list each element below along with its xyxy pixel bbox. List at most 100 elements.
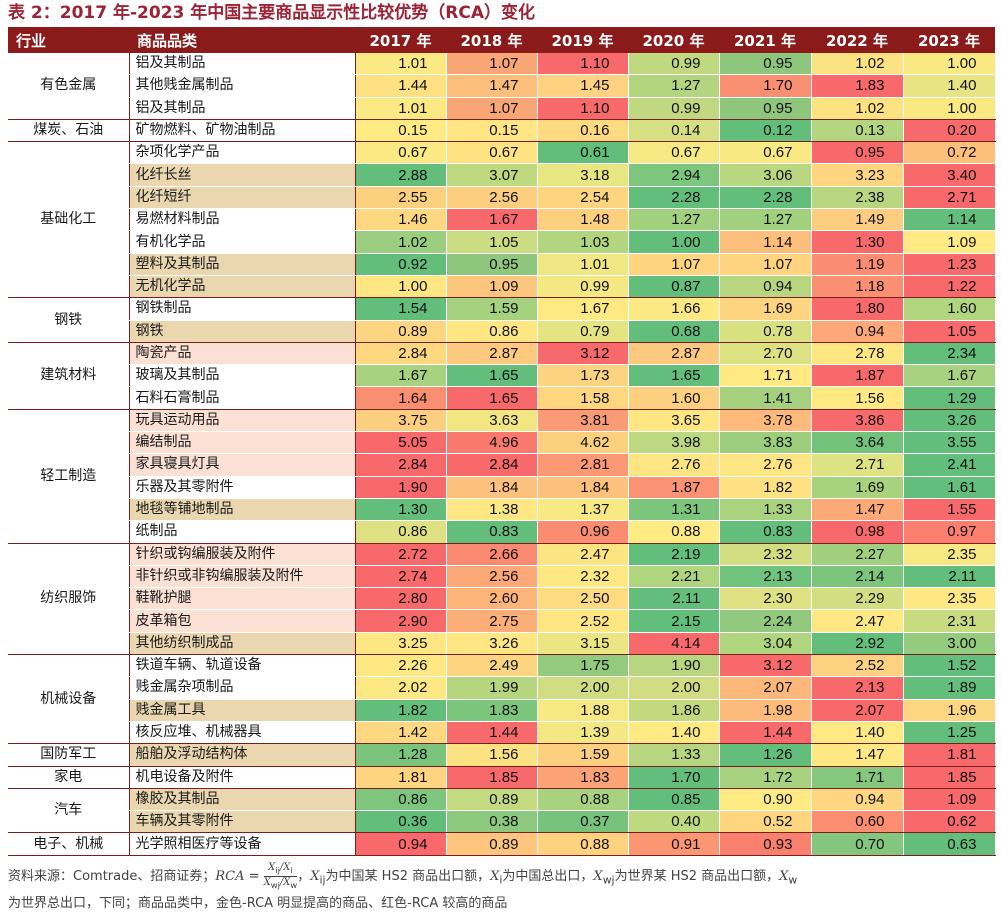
rca-value-cell: 0.86 — [446, 320, 538, 343]
table-title: 表 2：2017 年-2023 年中国主要商品显示性比较优势（RCA）变化 — [8, 3, 535, 23]
table-row: 机械设备 铁道车辆、轨道设备 2.26 2.49 1.75 1.90 3.12 2.52 1.5… — [8, 654, 996, 745]
rca-value-cell: 1.10 — [537, 53, 629, 76]
rca-value-cell: 2.52 — [537, 609, 629, 633]
rca-value-cell: 1.83 — [811, 74, 904, 98]
product-cell: 贱金属杂项制品 — [128, 676, 356, 700]
rca-value-cell: 1.64 — [355, 386, 447, 410]
rca-value-cell: 3.55 — [903, 431, 996, 455]
rca-value-cell: 1.56 — [446, 743, 538, 767]
footnote-line-1: 资料来源：Comtrade、招商证券；RCA = Xij/Xi Xwj/Xw ，… — [8, 862, 993, 892]
table-row: 家具寝具灯具 2.84 2.84 2.81 2.76 2.76 2.71 2.41 — [8, 453, 996, 477]
rca-value-cell: 1.87 — [811, 364, 904, 388]
rca-value-cell: 2.78 — [811, 342, 904, 366]
rca-value-cell: 0.94 — [355, 832, 447, 856]
rca-value-cell: 2.84 — [355, 453, 447, 477]
xwj-desc: 为世界某 HS2 商品出口额， — [614, 869, 780, 884]
rca-value-cell: 1.99 — [446, 676, 538, 700]
table-row: 塑料及其制品 0.92 0.95 1.01 1.07 1.07 1.19 1.23 — [8, 253, 996, 276]
fraction-num-sub2: i — [290, 865, 293, 875]
table-row: 鞋靴护腿 2.80 2.60 2.50 2.11 2.30 2.29 2.35 — [8, 587, 996, 611]
rca-value-cell: 2.00 — [628, 676, 720, 700]
rca-value-cell: 2.88 — [355, 163, 447, 187]
table-row: 化纤短纤 2.55 2.56 2.54 2.28 2.28 2.38 2.71 — [8, 186, 996, 210]
table-row: 铝及其制品 1.01 1.07 1.10 0.99 0.95 1.02 1.00 — [8, 97, 996, 120]
rca-value-cell: 1.48 — [537, 208, 629, 232]
rca-value-cell: 2.80 — [355, 587, 447, 611]
product-cell: 贱金属工具 — [128, 699, 356, 722]
rca-value-cell: 1.07 — [446, 53, 538, 76]
fraction-den-sub: wj — [270, 880, 280, 890]
rca-value-cell: 0.67 — [719, 141, 812, 165]
column-header-8: 2023 年 — [903, 27, 995, 53]
rca-value-cell: 0.96 — [537, 520, 629, 544]
rca-value-cell: 2.00 — [537, 676, 629, 700]
rca-value-cell: 1.30 — [355, 498, 447, 522]
fraction-num-sub: ij — [275, 865, 280, 875]
xi-sub: i — [499, 873, 503, 887]
rca-value-cell: 3.06 — [719, 163, 812, 187]
product-cell: 杂项化学产品 — [128, 141, 356, 165]
rca-value-cell: 0.95 — [719, 53, 812, 76]
product-cell: 塑料及其制品 — [128, 253, 356, 276]
rca-value-cell: 2.66 — [446, 543, 538, 566]
rca-value-cell: 2.72 — [355, 543, 447, 566]
rca-value-cell: 2.90 — [355, 609, 447, 633]
rca-value-cell: 0.88 — [628, 520, 720, 544]
rca-value-cell: 3.78 — [719, 409, 812, 433]
rca-value-cell: 1.07 — [628, 253, 720, 276]
table-row: 电子、机械 光学照相医疗等设备 0.94 0.89 0.88 0.91 0.93 0.70 0.… — [8, 832, 996, 856]
rca-value-cell: 1.07 — [446, 97, 538, 120]
industry-cell: 有色金属 — [8, 53, 129, 120]
rca-value-cell: 0.94 — [811, 788, 904, 812]
rca-value-cell: 2.75 — [446, 609, 538, 633]
rca-value-cell: 3.26 — [903, 409, 996, 433]
rca-value-cell: 1.01 — [355, 53, 447, 76]
product-cell: 光学照相医疗等设备 — [128, 832, 356, 856]
rca-value-cell: 2.28 — [628, 186, 720, 210]
xwj-sub: wj — [602, 873, 615, 887]
rca-value-cell: 0.61 — [537, 141, 629, 165]
xij-desc: 为中国某 HS2 商品出口额， — [325, 869, 491, 884]
rca-value-cell: 2.50 — [537, 587, 629, 611]
rca-value-cell: 3.81 — [537, 409, 629, 433]
rca-value-cell: 0.90 — [719, 788, 812, 812]
rca-value-cell: 3.18 — [537, 163, 629, 187]
rca-value-cell: 0.85 — [628, 788, 720, 812]
rca-value-cell: 3.65 — [628, 409, 720, 433]
rca-value-cell: 1.44 — [719, 721, 812, 745]
rca-value-cell: 0.78 — [719, 320, 812, 343]
table-row: 石料石膏制品 1.64 1.65 1.58 1.60 1.41 1.56 1.29 — [8, 386, 996, 410]
rca-value-cell: 0.60 — [811, 810, 904, 834]
rca-value-cell: 3.12 — [537, 342, 629, 366]
industry-cell: 家电 — [8, 766, 129, 789]
rca-value-cell: 0.13 — [811, 119, 904, 143]
rca-value-cell: 0.92 — [355, 253, 447, 276]
rca-value-cell: 1.01 — [537, 253, 629, 276]
table-row: 化纤长丝 2.88 3.07 3.18 2.94 3.06 3.23 3.40 — [8, 163, 996, 187]
rca-value-cell: 2.76 — [628, 453, 720, 477]
column-header-2: 2017 年 — [355, 27, 446, 53]
rca-value-cell: 3.86 — [811, 409, 904, 433]
rca-value-cell: 1.47 — [446, 74, 538, 98]
industry-cell: 轻工制造 — [8, 409, 129, 544]
fraction-num-x2: /X — [279, 862, 291, 873]
rca-value-cell: 1.88 — [537, 699, 629, 722]
rca-value-cell: 1.00 — [628, 230, 720, 254]
rca-value-cell: 2.60 — [446, 587, 538, 611]
product-cell: 皮革箱包 — [128, 609, 356, 633]
rca-value-cell: 3.98 — [628, 431, 720, 455]
rca-value-cell: 1.67 — [537, 297, 629, 321]
product-cell: 纸制品 — [128, 520, 356, 544]
rca-value-cell: 1.82 — [719, 476, 812, 499]
table-row: 其他纺织制成品 3.25 3.26 3.15 4.14 3.04 2.92 3.00 — [8, 632, 996, 656]
rca-value-cell: 1.47 — [811, 743, 904, 767]
rca-value-cell: 0.86 — [355, 520, 447, 544]
rca-value-cell: 2.56 — [446, 565, 538, 589]
rca-value-cell: 0.15 — [355, 119, 447, 143]
table-row: 基础化工 杂项化学产品 0.67 0.67 0.61 0.67 0.67 0.95 0.72 — [8, 141, 996, 299]
rca-value-cell: 1.90 — [355, 476, 447, 499]
rca-value-cell: 1.90 — [628, 654, 720, 678]
column-header-0: 行业 — [8, 27, 129, 53]
header-row: 行业 商品品类 2017 年 2018 年 2019 年 2020 年 2021 年 2022… — [8, 27, 995, 53]
rca-value-cell: 1.83 — [446, 699, 538, 722]
